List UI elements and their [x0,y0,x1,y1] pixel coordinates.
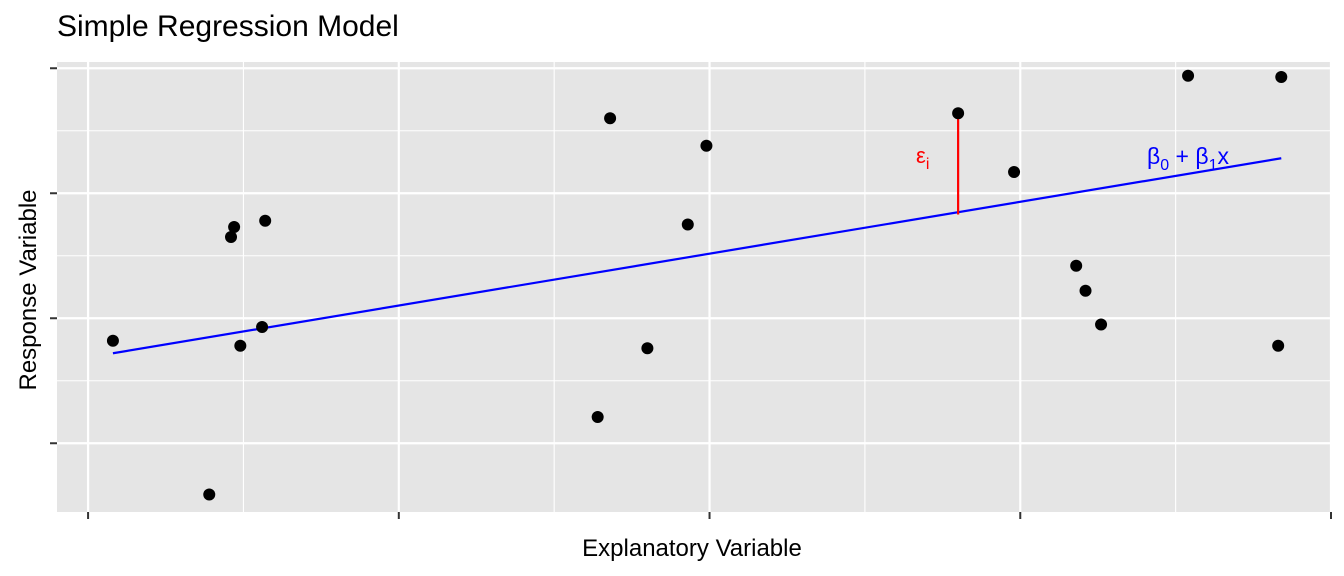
y-axis-label: Response Variable [15,189,42,390]
data-point [641,342,654,355]
data-point [1079,284,1092,297]
data-point [1095,318,1108,331]
data-point [1272,339,1285,352]
data-point [604,112,617,125]
regression-line [112,157,1282,355]
data-point [256,321,269,333]
x-axis-label: Explanatory Variable [582,535,802,562]
data-points [106,69,1288,501]
residual-label: εi [916,143,929,173]
data-point [1182,69,1195,82]
beta1-subscript: 1 [1209,157,1218,174]
data-point [225,231,238,243]
data-point [259,214,272,227]
data-point [952,107,965,120]
residual-subscript: i [926,156,930,173]
plus-sign: + [1169,143,1195,169]
data-point [228,221,241,233]
data-point [203,488,216,501]
data-point [700,139,713,152]
data-point [681,218,694,231]
beta0-symbol: β [1147,143,1160,169]
plot-panel [57,62,1331,512]
chart-title: Simple Regression Model [57,10,399,43]
data-point [1070,259,1083,272]
regression-equation-label: β0 + β1x [1147,143,1230,174]
data-point [234,339,247,352]
data-point [1275,71,1288,83]
beta1-symbol: β [1195,143,1208,169]
major-grid [57,62,1333,512]
data-point [591,411,604,423]
data-point [1008,166,1021,178]
axis-ticks [50,67,1332,519]
beta0-subscript: 0 [1160,157,1169,174]
x-variable: x [1218,143,1230,169]
residual-symbol: ε [916,143,926,168]
data-point [106,334,119,347]
